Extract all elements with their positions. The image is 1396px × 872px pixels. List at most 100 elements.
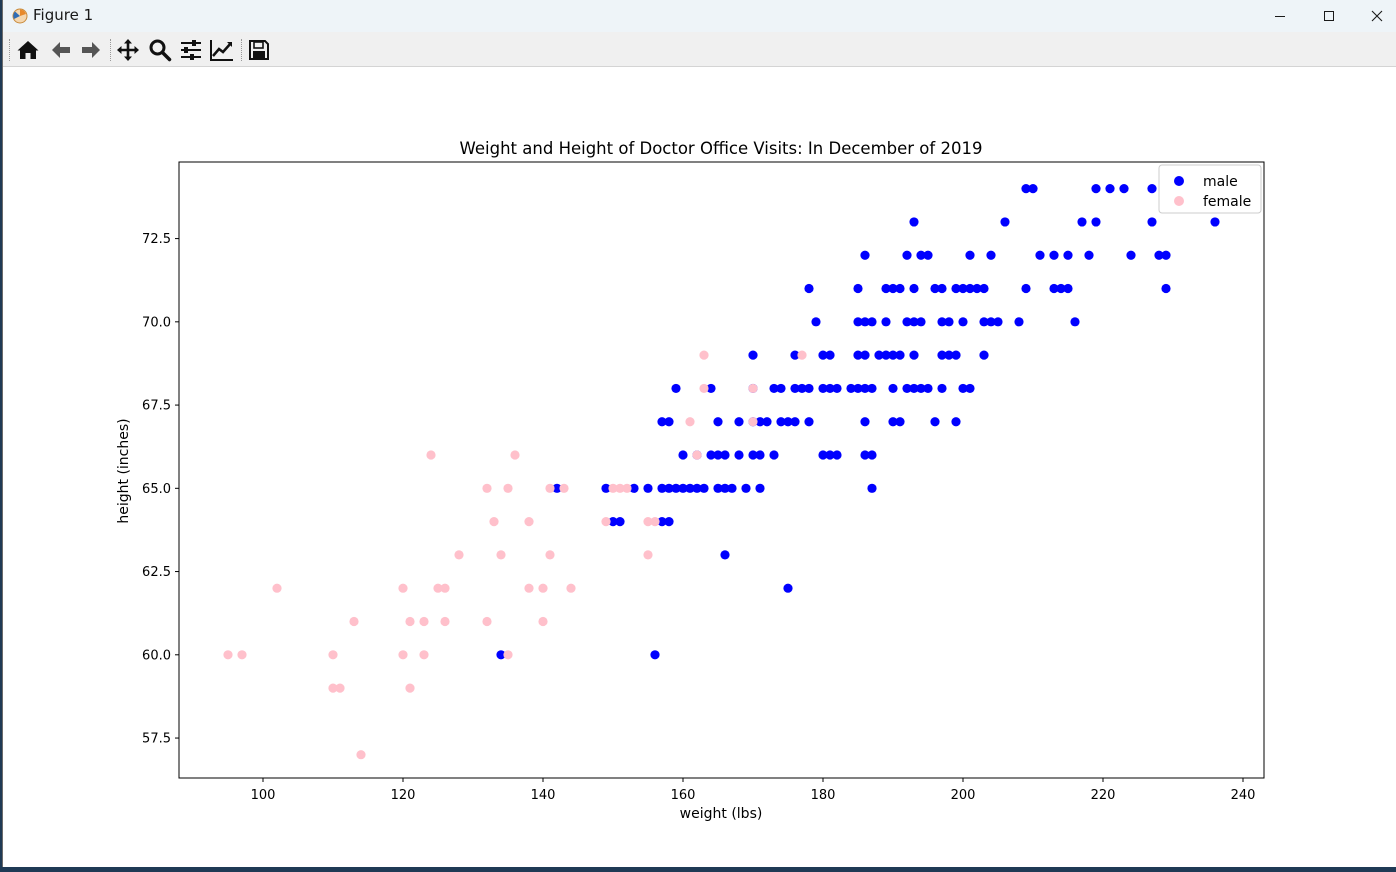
data-point-male (965, 283, 975, 294)
data-point-male (769, 383, 779, 394)
pan-button[interactable] (114, 36, 142, 64)
maximize-icon (1324, 11, 1334, 21)
data-point-male (853, 350, 863, 360)
data-point-female (608, 483, 618, 493)
matplotlib-app-icon (12, 8, 28, 24)
data-point-male (979, 350, 989, 360)
data-point-male (657, 517, 667, 527)
zoom-button[interactable] (146, 36, 174, 64)
data-point-male (860, 450, 870, 460)
data-point-male (909, 283, 919, 294)
data-point-male (937, 383, 947, 394)
data-point-female (650, 517, 660, 527)
data-point-female (405, 683, 415, 693)
data-point-male (734, 450, 744, 460)
data-point-male (1063, 283, 1073, 294)
data-point-female (419, 650, 429, 660)
data-point-male (1119, 184, 1129, 194)
zoom-icon (149, 39, 172, 62)
data-point-male (965, 383, 975, 394)
home-button[interactable] (14, 36, 42, 64)
data-point-male (958, 383, 968, 394)
data-point-female (524, 517, 534, 527)
data-point-male (727, 483, 737, 493)
data-point-male (923, 383, 933, 394)
x-tick-label: 180 (811, 788, 836, 803)
data-point-female (426, 450, 436, 460)
data-point-male (951, 283, 961, 294)
edit-axis-icon (210, 40, 233, 61)
data-point-male (496, 650, 506, 660)
x-axis: 100 120 140 160 180 200 220 240 (251, 778, 1255, 803)
data-point-male (748, 350, 758, 360)
y-tick-label: 62.5 (142, 565, 171, 580)
y-tick-label: 60.0 (142, 648, 171, 663)
legend-label-male: male (1203, 174, 1238, 190)
data-point-male (608, 517, 618, 527)
edit-axis-button[interactable] (208, 36, 236, 64)
navigation-toolbar (3, 32, 1396, 67)
data-point-female (398, 583, 408, 593)
data-point-male (951, 417, 961, 427)
data-point-male (860, 350, 870, 360)
data-point-male (629, 483, 639, 493)
data-point-female (566, 583, 576, 593)
data-point-female (335, 683, 345, 693)
title-bar[interactable]: Figure 1 (3, 0, 1396, 32)
data-point-female (496, 550, 506, 560)
figure-canvas[interactable]: 57.5 60.0 62.5 65.0 67.5 70.0 72.5 100 120 140 16… (3, 67, 1396, 867)
data-point-male (1161, 250, 1171, 260)
data-point-male (874, 350, 884, 360)
legend-box (1158, 164, 1262, 214)
close-button[interactable] (1353, 0, 1396, 32)
plot-points (223, 184, 1220, 760)
scatter-chart[interactable]: 57.5 60.0 62.5 65.0 67.5 70.0 72.5 100 120 140 16… (3, 67, 1395, 867)
data-point-male (986, 317, 996, 327)
data-point-male (818, 350, 828, 360)
back-button[interactable] (47, 36, 75, 64)
data-point-male (825, 383, 835, 394)
data-point-male (1021, 184, 1031, 194)
data-point-male (825, 350, 835, 360)
forward-arrow-icon (82, 42, 100, 58)
data-point-female (398, 650, 408, 660)
maximize-button[interactable] (1305, 0, 1353, 32)
data-point-male (937, 317, 947, 327)
minimize-button[interactable] (1256, 0, 1304, 32)
data-point-male (769, 450, 779, 460)
save-button[interactable] (245, 36, 273, 64)
data-point-male (657, 417, 667, 427)
forward-button[interactable] (77, 36, 105, 64)
data-point-female (748, 383, 758, 394)
legend-marker-female (1174, 196, 1184, 206)
data-point-male (664, 517, 674, 527)
configure-subplots-button[interactable] (177, 36, 205, 64)
data-point-female (503, 650, 513, 660)
data-point-female (503, 483, 513, 493)
data-point-male (888, 350, 898, 360)
data-point-female (559, 483, 569, 493)
data-point-male (853, 283, 863, 294)
y-tick-label: 65.0 (142, 482, 171, 497)
data-point-male (972, 283, 982, 294)
x-tick-label: 160 (671, 788, 696, 803)
data-point-male (846, 383, 856, 394)
data-point-male (643, 483, 653, 493)
data-point-male (818, 383, 828, 394)
data-point-female (440, 616, 450, 627)
data-point-female (699, 350, 709, 360)
data-point-male (916, 250, 926, 260)
data-point-female (601, 517, 611, 527)
data-point-male (923, 250, 933, 260)
back-arrow-icon (52, 42, 70, 58)
data-point-male (825, 450, 835, 460)
data-point-female (545, 483, 555, 493)
x-tick-label: 220 (1091, 788, 1116, 803)
chart-title: Weight and Height of Doctor Office Visit… (460, 139, 983, 158)
data-point-male (804, 283, 814, 294)
data-point-male (902, 317, 912, 327)
data-point-male (706, 450, 716, 460)
data-point-male (748, 450, 758, 460)
data-point-male (1035, 250, 1045, 260)
data-point-female (510, 450, 520, 460)
